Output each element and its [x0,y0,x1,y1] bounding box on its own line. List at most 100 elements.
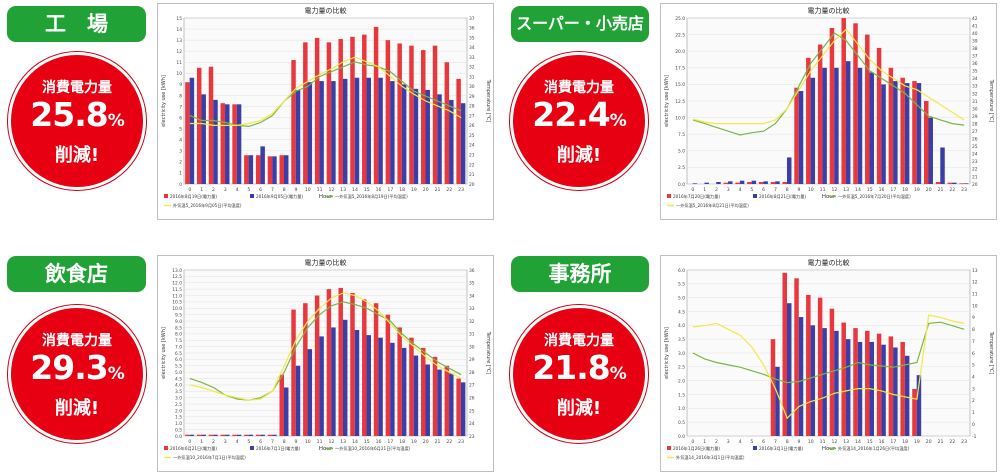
bar [366,77,372,184]
bar [881,84,886,184]
x-tick-label: 5 [750,187,753,193]
y-axis-label: electricity use [kWh] [161,327,167,379]
x-tick-label: 12 [328,439,334,445]
x-tick-label: 2 [715,439,718,445]
reduction-text: 削減! [54,398,100,419]
bar [916,83,922,184]
x-tick-label: 5 [247,187,250,193]
legend-swatch [250,194,254,198]
x-tick-label: 19 [914,187,920,193]
temperature-line [692,28,965,125]
category-badge-factory: 工 場 [7,6,146,42]
bar [201,94,206,184]
y-tick-label: 4.0 [175,383,182,389]
bar [255,434,261,436]
bar [437,94,442,184]
bar [272,156,277,184]
x-tick-label: 7 [774,187,777,193]
y2-tick-label: 35 [972,69,978,75]
legend-swatch [164,194,168,198]
chart-title: 電力量の比較 [305,258,347,267]
bar [810,77,816,184]
y2-tick-label: 26 [972,137,978,143]
bar [692,183,698,184]
reduction-percent: 29.3% [30,348,124,387]
bar [900,77,905,184]
y2-tick-label: 20 [469,182,475,188]
bar [900,341,905,436]
bar [876,333,882,436]
chart-title: 電力量の比較 [305,6,347,15]
x-tick-label: 3 [224,439,227,445]
x-tick-label: 16 [376,187,382,193]
chart-panel-restaurant: 電力量の比較 0.0 0.5 1.0 1.5 2.0 2.5 3.0 3.5 4.0 4.5 5.0 5… [157,255,494,472]
bar [810,325,816,436]
temperature-line [189,56,462,127]
x-tick-label: 13 [340,187,346,193]
bar [425,89,430,184]
y-tick-label: 11 [176,60,182,66]
y-tick-label: 22.5 [675,32,685,38]
y2-tick-label: 35 [469,281,475,287]
bar [307,349,313,436]
y2-tick-label: 41 [972,23,978,29]
bar [888,67,894,184]
y2-tick-label: 8 [972,327,975,333]
bar [255,155,261,184]
bar [354,77,360,184]
bar [291,309,296,436]
bar [232,434,237,436]
y2-tick-label: 36 [469,26,475,32]
y-tick-label: 10 [176,71,182,77]
x-tick-label: 17 [890,439,896,445]
x-tick-label: 14 [352,439,358,445]
y-tick-label: 7.0 [175,344,182,350]
bar [751,180,757,184]
bar [390,342,395,436]
y2-tick-label: 31 [469,74,475,80]
bar [794,87,799,184]
y2-tick-label: 20 [972,182,978,188]
x-tick-label: 22 [949,439,955,445]
x-tick-label: 10 [305,439,311,445]
bar [924,101,929,184]
reduction-text: 削減! [556,145,602,166]
x-tick-label: 14 [855,439,861,445]
y2-tick-label: 30 [469,344,475,350]
bar [829,27,835,185]
temperature-line [692,32,965,136]
x-tick-label: 21 [435,439,441,445]
x-tick-label: 20 [423,187,429,193]
bar [295,365,301,436]
y2-tick-label: 27 [469,113,475,119]
y2-tick-label: 40 [972,31,978,37]
bar [279,374,284,436]
category-badge-supermarket: スーパー・小売店 [511,6,649,42]
bar [869,72,875,184]
y-tick-label: 5 [179,126,182,132]
bar [272,434,277,436]
x-tick-label: 8 [786,187,789,193]
y-tick-label: 2.5 [175,402,182,408]
legend-label: 一外気温5_2016年8月19日(平均温度) [335,193,408,200]
y-tick-label: 11.0 [172,293,182,299]
y-tick-label: 2 [179,160,182,166]
x-tick-label: 1 [200,439,203,445]
x-tick-label: 23 [458,187,464,193]
x-axis-label: Hour [319,446,333,452]
y-tick-label: 2.5 [678,165,685,171]
bar [213,434,218,436]
y-tick-label: 0.0 [678,434,685,440]
bar [373,303,379,436]
bar [723,182,729,184]
legend-label: 2016年7月20日(電力量) [673,193,720,200]
y-tick-label: 3 [179,149,182,155]
bar [260,434,265,436]
bar [342,78,348,184]
y2-axis-label: Temperature [℃] [988,331,994,375]
y2-tick-label: 33 [469,306,475,312]
y2-tick-label: 5 [972,363,975,369]
x-tick-label: 1 [200,187,203,193]
y2-tick-label: 31 [972,99,978,105]
reduction-circle-factory: 消費電力量 25.8% 削減! [8,52,146,190]
